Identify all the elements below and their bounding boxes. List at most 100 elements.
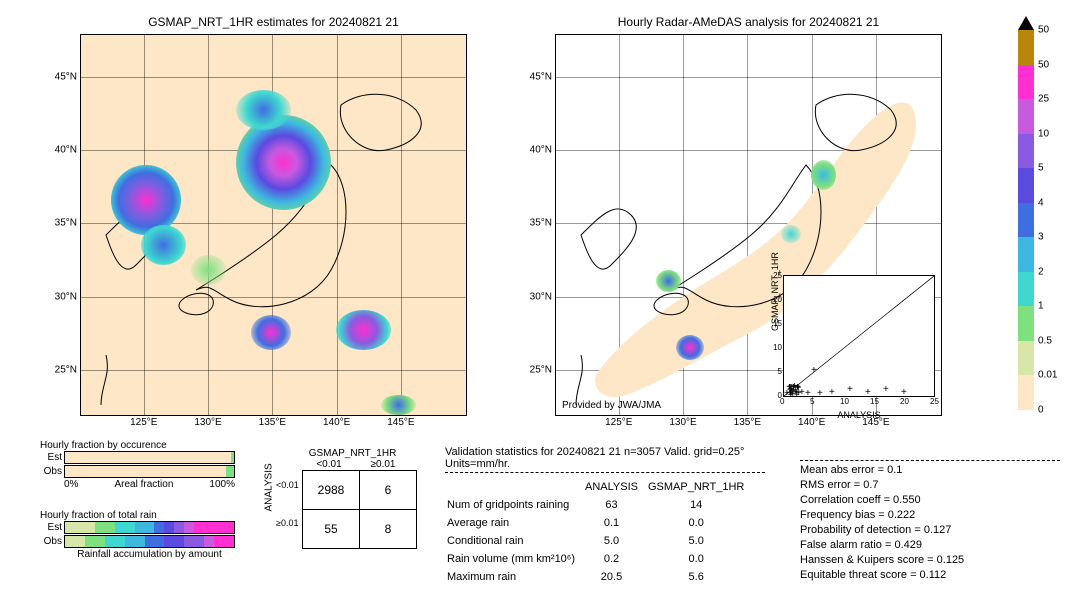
scatter-point: + bbox=[829, 390, 835, 396]
validation-label: Average rain bbox=[447, 515, 583, 531]
colorbar-label: 1 bbox=[1038, 301, 1044, 312]
ytick: 40°N bbox=[55, 145, 81, 156]
rain-segment bbox=[135, 522, 155, 533]
scatter-inset: +++++++++++++++++++++++++++++++++++++ AN… bbox=[783, 275, 935, 397]
rain-segment bbox=[214, 536, 234, 547]
colorbar-segment bbox=[1018, 272, 1034, 307]
inset-xtick: 25 bbox=[930, 397, 939, 406]
validation-val-a: 0.2 bbox=[585, 551, 646, 567]
validation-label: Rain volume (mm km²10⁶) bbox=[447, 551, 583, 567]
inset-xlabel: ANALYSIS bbox=[837, 410, 880, 420]
scatter-point: + bbox=[796, 386, 802, 392]
colorbar-segment bbox=[1018, 168, 1034, 203]
ytick: 45°N bbox=[55, 71, 81, 82]
rain-segment bbox=[115, 522, 135, 533]
stat-row: Probability of detection = 0.127 bbox=[800, 524, 1060, 536]
rain-segment bbox=[85, 536, 105, 547]
xtick: 125°E bbox=[130, 415, 157, 428]
validation-val-b: 0.0 bbox=[648, 551, 752, 567]
colorbar-segment bbox=[1018, 375, 1034, 410]
rain-segment bbox=[194, 522, 234, 533]
stats-list: Mean abs error = 0.1 RMS error = 0.7 Corre… bbox=[800, 460, 1060, 584]
colorbar-overflow-icon bbox=[1018, 16, 1034, 30]
ytick: 40°N bbox=[530, 145, 556, 156]
contingency-table: GSMAP_NRT_1HR ANALYSIS <0.01 ≥0.01 <0.01… bbox=[262, 448, 417, 549]
colorbar-label: 50 bbox=[1038, 25, 1049, 36]
rain-segment bbox=[65, 522, 95, 533]
ytick: 35°N bbox=[55, 218, 81, 229]
map-right: Hourly Radar-AMeDAS analysis for 2024082… bbox=[555, 34, 942, 416]
rain-segment bbox=[184, 522, 194, 533]
rain-segment bbox=[145, 536, 165, 547]
colorbar-label: 2 bbox=[1038, 266, 1044, 277]
colorbar-label: 0.01 bbox=[1038, 370, 1057, 381]
inset-ytick: 10 bbox=[773, 343, 782, 352]
ytick: 35°N bbox=[530, 218, 556, 229]
scatter-point: + bbox=[817, 391, 823, 397]
xtick: 130°E bbox=[194, 415, 221, 428]
colorbar-segment bbox=[1018, 65, 1034, 100]
validation-val-b: 0.0 bbox=[648, 515, 752, 531]
validation-label: Conditional rain bbox=[447, 533, 583, 549]
colorbar-label: 10 bbox=[1038, 128, 1049, 139]
stat-row: Hanssen & Kuipers score = 0.125 bbox=[800, 554, 1060, 566]
map-right-title: Hourly Radar-AMeDAS analysis for 2024082… bbox=[556, 15, 941, 29]
rain-segment bbox=[164, 536, 184, 547]
occurrence-title: Hourly fraction by occurence bbox=[40, 440, 235, 451]
scatter-point: + bbox=[901, 390, 907, 396]
stat-row: Correlation coeff = 0.550 bbox=[800, 494, 1060, 506]
stat-row: Equitable threat score = 0.112 bbox=[800, 569, 1060, 581]
colorbar-label: 50 bbox=[1038, 59, 1049, 70]
rain-segment bbox=[154, 522, 164, 533]
stat-row: RMS error = 0.7 bbox=[800, 479, 1060, 491]
rain-segment bbox=[95, 522, 115, 533]
rain-segment bbox=[204, 536, 214, 547]
totalrain-title: Hourly fraction of total rain bbox=[40, 510, 235, 521]
validation-val-a: 20.5 bbox=[585, 569, 646, 585]
xtick: 145°E bbox=[387, 415, 414, 428]
validation-table: Validation statistics for 20240821 21 n=… bbox=[445, 446, 765, 587]
scatter-point: + bbox=[811, 368, 817, 374]
validation-val-a: 63 bbox=[585, 497, 646, 513]
rain-segment bbox=[125, 536, 145, 547]
inset-ytick: 5 bbox=[778, 367, 782, 376]
validation-val-b: 5.0 bbox=[648, 533, 752, 549]
colorbar-label: 5 bbox=[1038, 163, 1044, 174]
inset-xtick: 15 bbox=[870, 397, 879, 406]
ytick: 25°N bbox=[55, 365, 81, 376]
scatter-point: + bbox=[865, 390, 871, 396]
stat-row: Frequency bias = 0.222 bbox=[800, 509, 1060, 521]
rain-segment bbox=[184, 536, 204, 547]
colorbar-label: 0 bbox=[1038, 405, 1044, 416]
xtick: 130°E bbox=[669, 415, 696, 428]
inset-xtick: 10 bbox=[840, 397, 849, 406]
colorbar-segment bbox=[1018, 203, 1034, 238]
ytick: 30°N bbox=[530, 291, 556, 302]
scatter-point: + bbox=[847, 387, 853, 393]
validation-val-b: 5.6 bbox=[648, 569, 752, 585]
xtick: 125°E bbox=[605, 415, 632, 428]
colorbar-label: 4 bbox=[1038, 197, 1044, 208]
colorbar: 00.010.51234510255050 bbox=[1018, 30, 1068, 420]
stat-row: Mean abs error = 0.1 bbox=[800, 464, 1060, 476]
occurrence-bars: Hourly fraction by occurence Est Obs 0% … bbox=[40, 440, 235, 490]
rain-segment bbox=[164, 522, 174, 533]
colorbar-label: 25 bbox=[1038, 94, 1049, 105]
validation-label: Maximum rain bbox=[447, 569, 583, 585]
xtick: 135°E bbox=[734, 415, 761, 428]
validation-val-a: 0.1 bbox=[585, 515, 646, 531]
stat-row: False alarm ratio = 0.429 bbox=[800, 539, 1060, 551]
colorbar-label: 0.5 bbox=[1038, 335, 1052, 346]
validation-val-a: 5.0 bbox=[585, 533, 646, 549]
inset-xtick: 20 bbox=[900, 397, 909, 406]
rain-segment bbox=[174, 522, 184, 533]
inset-ytick: 0 bbox=[778, 391, 782, 400]
validation-label: Num of gridpoints raining bbox=[447, 497, 583, 513]
colorbar-label: 3 bbox=[1038, 232, 1044, 243]
totalrain-bars: Hourly fraction of total rain Est Obs Ra… bbox=[40, 510, 235, 560]
xtick: 140°E bbox=[798, 415, 825, 428]
map-left: GSMAP_NRT_1HR estimates for 20240821 21 … bbox=[80, 34, 467, 416]
xtick: 135°E bbox=[259, 415, 286, 428]
scatter-point: + bbox=[883, 387, 889, 393]
colorbar-segment bbox=[1018, 99, 1034, 134]
